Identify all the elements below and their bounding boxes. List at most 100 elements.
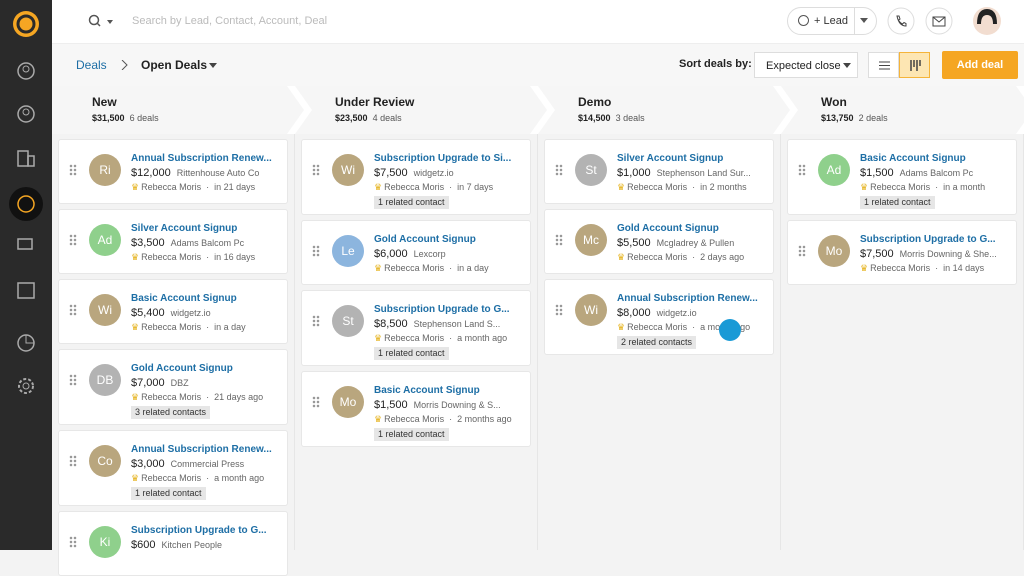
stage-header[interactable]: Won $13,750 2 deals	[781, 86, 1024, 134]
add-lead-button[interactable]: + Lead	[787, 7, 877, 35]
stage-header[interactable]: Under Review $23,500 4 deals	[295, 86, 547, 134]
related-contacts[interactable]: 1 related contact	[131, 487, 206, 500]
drag-handle[interactable]	[798, 164, 806, 176]
stage-header[interactable]: Demo $14,500 3 deals	[538, 86, 790, 134]
crown-icon: ♛	[131, 392, 140, 402]
nav-reports[interactable]	[16, 333, 36, 353]
add-deal-button[interactable]: Add deal	[942, 51, 1018, 79]
board-view-button[interactable]	[899, 52, 930, 78]
nav-leads[interactable]	[16, 104, 36, 124]
list-view-button[interactable]	[868, 52, 899, 78]
drag-handle[interactable]	[69, 304, 77, 316]
deal-owner: Rebecca Moris	[141, 322, 202, 332]
top-bar: Search by Lead, Contact, Account, Deal +…	[52, 0, 1024, 44]
related-contacts[interactable]: 1 related contact	[374, 428, 449, 441]
drag-handle[interactable]	[555, 304, 563, 316]
deal-card[interactable]: Co Annual Subscription Renew... $3,000 Comm…	[58, 430, 288, 506]
deal-title[interactable]: Gold Account Signup	[131, 363, 233, 374]
view-dropdown-icon[interactable]	[209, 63, 217, 69]
deal-card[interactable]: Wi Annual Subscription Renew... $8,000 widg…	[544, 279, 774, 355]
deal-card[interactable]: Ad Basic Account Signup $1,500 Adams Balcom…	[787, 139, 1017, 215]
search-icon[interactable]	[88, 14, 114, 30]
drag-handle[interactable]	[312, 315, 320, 327]
drag-handle[interactable]	[312, 164, 320, 176]
nav-accounts[interactable]	[16, 148, 36, 168]
stage-summary: $23,500 4 deals	[335, 113, 547, 123]
related-contacts[interactable]: 3 related contacts	[131, 406, 211, 419]
owner-row: ♛ Rebecca Moris · 2 days ago	[617, 252, 745, 262]
drag-handle[interactable]	[69, 374, 77, 386]
drag-handle[interactable]	[69, 234, 77, 246]
deal-owner: Rebecca Moris	[870, 263, 931, 273]
deal-avatar: St	[332, 305, 364, 337]
drag-handle[interactable]	[69, 536, 77, 548]
deal-title[interactable]: Silver Account Signup	[131, 223, 238, 234]
nav-settings[interactable]	[16, 376, 36, 396]
call-button[interactable]	[887, 7, 915, 35]
crown-icon: ♛	[131, 322, 140, 332]
deal-title[interactable]: Gold Account Signup	[374, 234, 476, 245]
deal-card[interactable]: Ri Annual Subscription Renew... $12,000 Rit…	[58, 139, 288, 204]
deal-card[interactable]: Mc Gold Account Signup $5,500 Mcgladrey & P…	[544, 209, 774, 274]
nav-messages[interactable]	[16, 236, 36, 256]
deal-card[interactable]: Mo Subscription Upgrade to G... $7,500 Morr…	[787, 220, 1017, 285]
deal-info: Annual Subscription Renew... $3,000 Commer…	[131, 442, 281, 500]
deal-card[interactable]: Ad Silver Account Signup $3,500 Adams Balco…	[58, 209, 288, 274]
related-contacts[interactable]: 2 related contacts	[617, 336, 697, 349]
drag-handle[interactable]	[312, 245, 320, 257]
stage-column: Ad Basic Account Signup $1,500 Adams Balcom…	[781, 134, 1024, 550]
deal-avatar: Wi	[332, 154, 364, 186]
drag-handle[interactable]	[69, 164, 77, 176]
deal-title[interactable]: Silver Account Signup	[617, 153, 724, 164]
drag-handle[interactable]	[312, 396, 320, 408]
deal-company: Stephenson Land Sur...	[656, 168, 751, 178]
deal-title[interactable]: Annual Subscription Renew...	[617, 293, 758, 304]
search-input[interactable]: Search by Lead, Contact, Account, Deal	[132, 15, 328, 27]
deal-card[interactable]: St Silver Account Signup $1,000 Stephenson …	[544, 139, 774, 204]
related-contacts[interactable]: 1 related contact	[374, 347, 449, 360]
deal-avatar: Ad	[89, 224, 121, 256]
title-row: Subscription Upgrade to G...	[374, 302, 524, 317]
deal-owner: Rebecca Moris	[384, 414, 445, 424]
drag-handle[interactable]	[69, 455, 77, 467]
deal-card[interactable]: Le Gold Account Signup $6,000 Lexcorp ♛ Rebec…	[301, 220, 531, 285]
deal-amount: $5,400	[131, 307, 165, 319]
deal-avatar: Le	[332, 235, 364, 267]
deal-company: Rittenhouse Auto Co	[176, 168, 260, 178]
user-avatar[interactable]	[972, 6, 1002, 36]
deal-card[interactable]: Wi Basic Account Signup $5,400 widgetz.io ♛ R…	[58, 279, 288, 344]
related-contacts[interactable]: 1 related contact	[860, 196, 935, 209]
drag-handle[interactable]	[798, 245, 806, 257]
deal-title[interactable]: Gold Account Signup	[617, 223, 719, 234]
nav-contacts[interactable]	[16, 61, 36, 81]
drag-handle[interactable]	[555, 234, 563, 246]
deal-card[interactable]: Wi Subscription Upgrade to Si... $7,500 wid…	[301, 139, 531, 215]
deal-title[interactable]: Annual Subscription Renew...	[131, 153, 272, 164]
nav-deals[interactable]	[8, 186, 44, 222]
deal-avatar: Mo	[818, 235, 850, 267]
title-row: Annual Subscription Renew...	[131, 151, 281, 166]
crown-icon: ♛	[374, 414, 383, 424]
deal-card[interactable]: DB Gold Account Signup $7,000 DBZ ♛ Rebecca M…	[58, 349, 288, 425]
deal-title[interactable]: Subscription Upgrade to G...	[374, 304, 510, 315]
related-contacts[interactable]: 1 related contact	[374, 196, 449, 209]
deal-card[interactable]: Ki Subscription Upgrade to G... $600 Kitche…	[58, 511, 288, 576]
deal-title[interactable]: Basic Account Signup	[131, 293, 237, 304]
deal-title[interactable]: Basic Account Signup	[374, 385, 480, 396]
stage-header[interactable]: New $31,500 6 deals	[52, 86, 304, 134]
breadcrumb-root[interactable]: Deals	[76, 58, 107, 72]
deal-title[interactable]: Basic Account Signup	[860, 153, 966, 164]
deal-title[interactable]: Subscription Upgrade to G...	[860, 234, 996, 245]
deal-info: Subscription Upgrade to Si... $7,500 widge…	[374, 151, 524, 209]
stage-name: Demo	[578, 95, 612, 109]
deal-card[interactable]: St Subscription Upgrade to G... $8,500 Step…	[301, 290, 531, 366]
deal-card[interactable]: Mo Basic Account Signup $1,500 Morris Downi…	[301, 371, 531, 447]
nav-calendar[interactable]	[16, 280, 36, 300]
deal-title[interactable]: Subscription Upgrade to Si...	[374, 153, 512, 164]
breadcrumb-current[interactable]: Open Deals	[141, 58, 208, 72]
deal-title[interactable]: Annual Subscription Renew...	[131, 444, 272, 455]
deal-title[interactable]: Subscription Upgrade to G...	[131, 525, 267, 536]
email-button[interactable]	[925, 7, 953, 35]
drag-handle[interactable]	[555, 164, 563, 176]
sort-select[interactable]: Expected close	[754, 52, 858, 78]
